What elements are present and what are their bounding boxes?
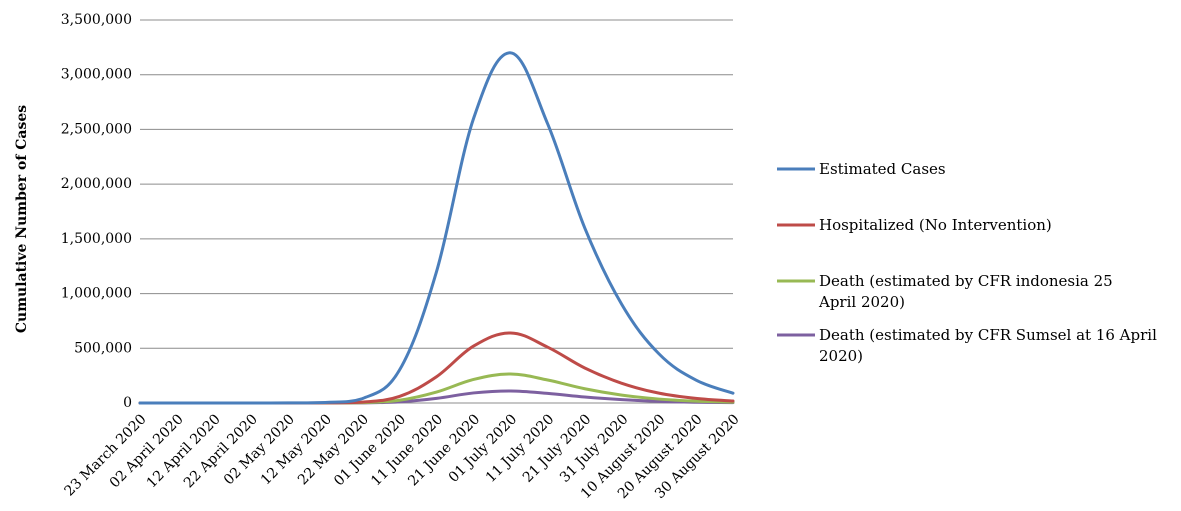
y-tick-label: 3,000,000 — [61, 67, 132, 83]
y-tick-label: 500,000 — [74, 340, 132, 356]
legend-label: Death (estimated by CFR Sumsel at 16 Apr… — [819, 326, 1157, 344]
legend-label: Hospitalized (No Intervention) — [819, 216, 1052, 234]
legend-label: April 2020) — [818, 293, 905, 311]
legend-item: Estimated Cases — [777, 160, 946, 178]
y-axis-label: Cumulative Number of Cases — [14, 105, 30, 333]
legend-item: Death (estimated by CFR Sumsel at 16 Apr… — [777, 326, 1157, 365]
legend-label: Death (estimated by CFR indonesia 25 — [819, 272, 1113, 290]
y-tick-label: 0 — [123, 395, 132, 411]
y-axis-ticks: 0 500,000 1,000,000 1,500,000 2,000,000 2,500… — [61, 12, 132, 411]
legend-item: Hospitalized (No Intervention) — [777, 216, 1052, 234]
legend: Estimated Cases Hospitalized (No Interven… — [777, 160, 1157, 365]
legend-label: 2020) — [819, 347, 863, 365]
y-tick-label: 2,500,000 — [61, 121, 132, 137]
y-tick-label: 1,000,000 — [61, 286, 132, 302]
legend-item: Death (estimated by CFR indonesia 25 Apri… — [777, 272, 1113, 311]
y-tick-label: 2,000,000 — [61, 176, 132, 192]
legend-label: Estimated Cases — [819, 160, 946, 178]
series-line-0 — [140, 53, 733, 403]
series-lines — [140, 53, 733, 403]
y-tick-label: 1,500,000 — [61, 231, 132, 247]
y-tick-label: 3,500,000 — [61, 12, 132, 28]
gridlines — [140, 20, 733, 403]
